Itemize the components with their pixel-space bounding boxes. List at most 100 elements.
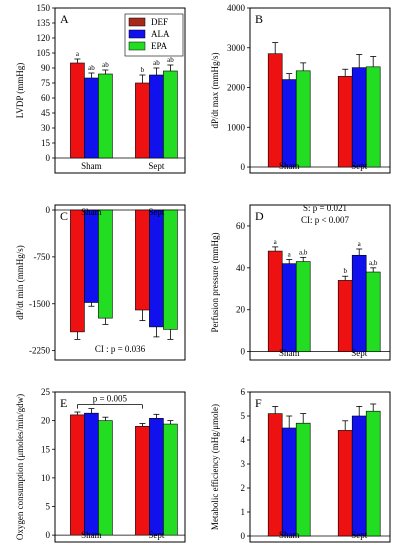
y-tick-label: 4 <box>241 435 246 445</box>
legend-swatch-epa <box>128 41 146 51</box>
category-label: Sham <box>81 161 102 171</box>
significance-label: a,b <box>369 259 378 267</box>
panel-label: B <box>255 12 263 26</box>
plot-frame-B <box>249 7 391 174</box>
plot-frame-D <box>249 204 391 361</box>
y-tick-label: 3 <box>241 459 246 469</box>
bar-def <box>267 413 283 537</box>
y-tick-label: 60 <box>236 221 246 231</box>
y-tick-label: 3000 <box>227 43 246 53</box>
y-tick-label: 1 <box>241 507 246 517</box>
stat-note-line-2: CI: p < 0.007 <box>301 215 350 225</box>
bracket-label: p = 0.005 <box>93 394 128 404</box>
category-label: Sham <box>279 348 300 358</box>
bar-def <box>70 414 85 536</box>
category-label: Sham <box>81 530 102 540</box>
y-tick-label: 150 <box>37 3 51 13</box>
bar-epa <box>163 70 178 159</box>
plot-frame-F <box>249 391 391 543</box>
y-axis-label: Oxygen consumption (μmoles/min/gdw) <box>15 394 25 540</box>
bar-ala <box>281 263 297 352</box>
category-label: Sept <box>351 348 368 358</box>
y-tick-label: 6 <box>241 387 246 397</box>
category-label: Sept <box>148 207 165 217</box>
y-axis-label: dP/dt max (mmHg/s) <box>210 52 220 128</box>
y-axis-label: LVDP (mmHg) <box>15 63 25 119</box>
y-tick-label: 135 <box>37 18 51 28</box>
bar-epa <box>295 422 311 537</box>
bar-epa <box>295 261 311 352</box>
significance-label: ab <box>153 59 160 67</box>
bar-ala <box>281 79 297 168</box>
plot-frame-C <box>54 204 186 361</box>
y-tick-label: 60 <box>41 93 51 103</box>
y-tick-label: 4000 <box>227 3 246 13</box>
y-tick-label: 0 <box>46 530 51 540</box>
bar-def <box>70 209 85 333</box>
y-tick-label: -2250 <box>29 346 50 356</box>
bar-def <box>70 62 85 159</box>
y-tick-label: 5 <box>241 411 246 421</box>
bar-def <box>337 76 353 168</box>
significance-label: a <box>76 50 80 58</box>
y-tick-label: 75 <box>41 78 51 88</box>
y-tick-label: 40 <box>236 263 246 273</box>
y-tick-label: 0 <box>241 162 246 172</box>
panel-label: C <box>60 209 68 223</box>
panel-label: F <box>255 396 262 410</box>
y-tick-label: 20 <box>41 416 51 426</box>
category-label: Sept <box>148 161 165 171</box>
bar-def <box>135 209 150 311</box>
significance-label: a <box>288 250 292 258</box>
significance-label: a <box>274 238 278 246</box>
bar-ala <box>351 67 367 168</box>
bar-def <box>135 426 150 536</box>
y-tick-label: 120 <box>37 33 51 43</box>
bar-ala <box>84 77 99 159</box>
stat-note-line-1: S: p = 0.021 <box>303 203 347 213</box>
bar-def <box>267 250 283 352</box>
bar-ala <box>149 74 164 159</box>
y-tick-label: 0 <box>46 205 51 215</box>
category-label: Sham <box>81 207 102 217</box>
y-tick-label: 15 <box>41 444 51 454</box>
category-label: Sept <box>351 161 368 171</box>
category-label: Sham <box>279 161 300 171</box>
y-tick-label: 45 <box>41 108 51 118</box>
bar-ala <box>84 412 99 536</box>
bar-epa <box>365 271 381 352</box>
bar-ala <box>84 209 99 303</box>
bar-ala <box>149 209 164 328</box>
category-label: Sept <box>351 530 368 540</box>
bar-epa <box>163 209 178 330</box>
bar-epa <box>365 66 381 168</box>
significance-label: b <box>343 267 347 275</box>
bar-def <box>337 430 353 537</box>
y-tick-label: 2000 <box>227 83 246 93</box>
bar-ala <box>149 418 164 536</box>
legend-swatch-def <box>128 17 146 27</box>
category-label: Sham <box>279 530 300 540</box>
bar-epa <box>365 410 381 537</box>
y-axis-label: Metabolic efficiency (mHg/μmole) <box>210 404 220 530</box>
panel-label: D <box>255 209 264 223</box>
legend-label-ala: ALA <box>151 29 170 39</box>
bar-epa <box>98 420 113 536</box>
y-tick-label: -750 <box>34 252 51 262</box>
significance-label: ab <box>102 61 109 69</box>
legend-swatch-ala <box>128 29 146 39</box>
y-tick-label: 20 <box>236 305 246 315</box>
y-tick-label: 5 <box>46 502 51 512</box>
y-tick-label: 10 <box>41 473 51 483</box>
bar-def <box>135 82 150 159</box>
panel-label: A <box>60 12 69 26</box>
y-tick-label: 2 <box>241 483 246 493</box>
plot-frame-A <box>54 7 186 174</box>
y-tick-label: 30 <box>41 123 51 133</box>
significance-label: a,b <box>299 248 308 256</box>
stat-note: CI : p = 0.036 <box>95 344 146 354</box>
y-axis-label: Perfusion pressure (mmHg) <box>210 233 220 333</box>
legend-label-epa: EPA <box>151 41 168 51</box>
panel-label: E <box>60 396 67 410</box>
